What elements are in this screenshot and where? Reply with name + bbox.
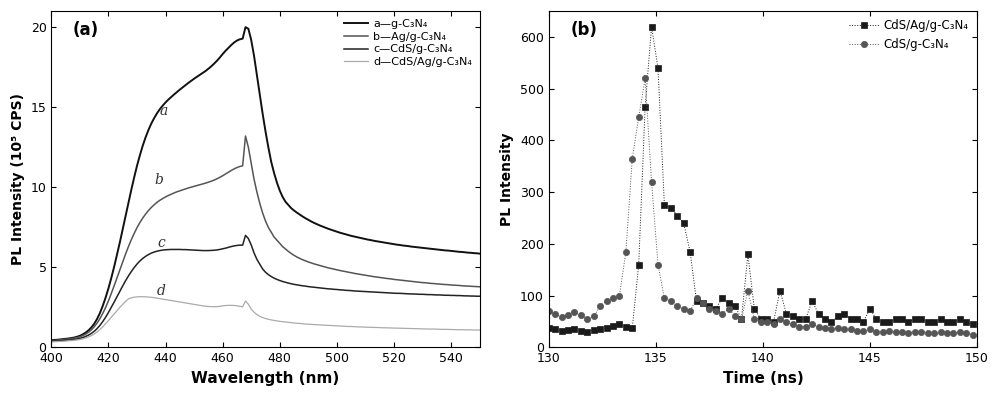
CdS/g-C₃N₄	[967, 332, 979, 337]
CdS/Ag/g-C₃N₄	[877, 319, 889, 324]
X-axis label: Time (ns): Time (ns)	[723, 371, 803, 386]
X-axis label: Wavelength (nm): Wavelength (nm)	[191, 371, 340, 386]
CdS/Ag/g-C₃N₄	[601, 326, 613, 330]
CdS/Ag/g-C₃N₄	[941, 319, 953, 324]
CdS/Ag/g-C₃N₄	[575, 329, 587, 333]
Legend: CdS/Ag/g-C₃N₄, CdS/g-C₃N₄: CdS/Ag/g-C₃N₄, CdS/g-C₃N₄	[845, 15, 973, 56]
Y-axis label: PL Intensity: PL Intensity	[500, 133, 514, 226]
Text: (a): (a)	[73, 21, 99, 39]
CdS/g-C₃N₄	[870, 330, 882, 334]
Text: d: d	[157, 283, 166, 298]
Y-axis label: PL Intensity (10⁵ CPS): PL Intensity (10⁵ CPS)	[11, 93, 25, 265]
CdS/g-C₃N₄	[543, 309, 555, 314]
CdS/g-C₃N₄	[742, 288, 754, 293]
CdS/Ag/g-C₃N₄	[967, 322, 979, 327]
CdS/Ag/g-C₃N₄	[748, 306, 760, 311]
CdS/Ag/g-C₃N₄	[646, 24, 658, 29]
CdS/g-C₃N₄	[639, 76, 651, 81]
CdS/g-C₃N₄	[723, 306, 735, 311]
Text: a: a	[160, 104, 168, 118]
Line: CdS/g-C₃N₄: CdS/g-C₃N₄	[546, 75, 976, 338]
CdS/g-C₃N₄	[941, 331, 953, 335]
CdS/g-C₃N₄	[594, 304, 606, 308]
CdS/Ag/g-C₃N₄	[543, 326, 555, 330]
Text: b: b	[154, 173, 163, 187]
Text: c: c	[157, 235, 165, 250]
Legend: a—g-C₃N₄, b—Ag/g-C₃N₄, c—CdS/g-C₃N₄, d—CdS/Ag/g-C₃N₄: a—g-C₃N₄, b—Ag/g-C₃N₄, c—CdS/g-C₃N₄, d—C…	[340, 14, 476, 72]
Text: (b): (b)	[570, 21, 597, 39]
CdS/Ag/g-C₃N₄	[581, 330, 593, 334]
CdS/g-C₃N₄	[607, 296, 619, 301]
CdS/Ag/g-C₃N₄	[729, 304, 741, 308]
Line: CdS/Ag/g-C₃N₄: CdS/Ag/g-C₃N₄	[546, 23, 976, 335]
